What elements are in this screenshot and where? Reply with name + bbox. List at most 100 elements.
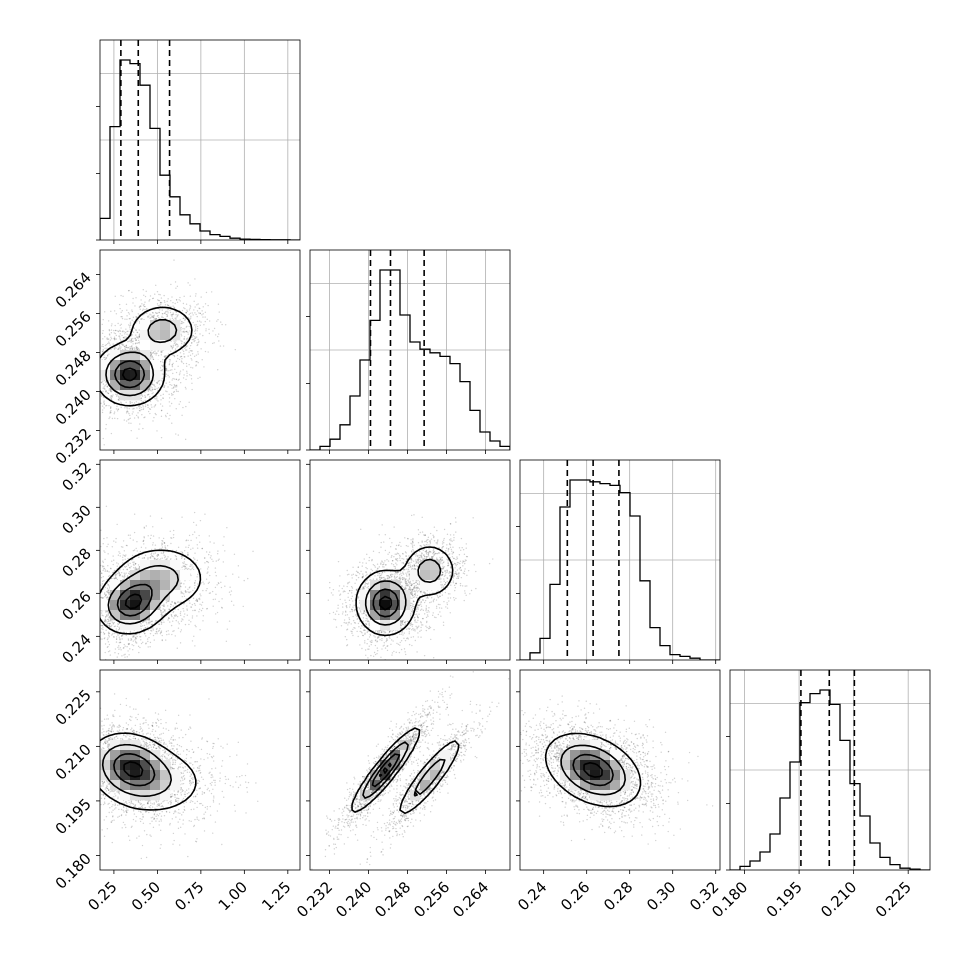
scatter-point: [180, 335, 183, 337]
scatter-point: [127, 347, 129, 349]
scatter-point: [124, 333, 126, 335]
scatter-point: [198, 320, 201, 322]
scatter-point: [196, 600, 198, 602]
scatter-point: [170, 604, 172, 606]
scatter-point: [132, 550, 135, 552]
scatter-point: [208, 535, 211, 537]
scatter-point: [163, 611, 165, 613]
scatter-point: [165, 313, 168, 316]
scatter-point: [144, 396, 147, 398]
scatter-point: [180, 320, 183, 323]
scatter-point: [103, 444, 105, 446]
scatter-point: [117, 623, 119, 625]
scatter-point: [144, 301, 146, 303]
scatter-point: [161, 316, 163, 319]
density-cell: [130, 570, 141, 581]
scatter-point: [118, 648, 120, 650]
scatter-point: [124, 566, 127, 568]
scatter-point: [108, 571, 110, 573]
scatter-point: [163, 386, 165, 388]
scatter-point: [102, 437, 104, 440]
scatter-point: [194, 336, 196, 338]
scatter-point: [202, 581, 204, 583]
scatter-point: [162, 393, 164, 396]
scatter-point: [172, 605, 174, 607]
scatter-point: [127, 324, 130, 326]
density-cell: [140, 350, 151, 361]
scatter-point: [107, 342, 109, 345]
scatter-point: [185, 567, 188, 569]
scatter-point: [108, 417, 110, 420]
scatter-point: [132, 563, 135, 566]
scatter-point: [137, 405, 140, 408]
scatter-point: [109, 407, 112, 410]
scatter-point: [160, 609, 162, 612]
scatter-point: [187, 552, 189, 554]
scatter-point: [120, 635, 123, 637]
scatter-point: [164, 555, 166, 557]
scatter-point: [192, 568, 195, 571]
scatter-point: [136, 568, 139, 571]
scatter-point: [161, 615, 164, 617]
scatter-point: [173, 630, 175, 632]
scatter-point: [154, 552, 157, 554]
scatter-point: [133, 513, 136, 515]
scatter-point: [108, 329, 111, 331]
scatter-point: [109, 654, 112, 656]
scatter-point: [124, 573, 126, 576]
scatter-point: [189, 284, 191, 286]
scatter-point: [176, 315, 179, 317]
scatter-point: [187, 553, 189, 555]
scatter-point: [117, 629, 120, 631]
scatter-point: [125, 346, 128, 348]
density-cell: [180, 570, 191, 581]
scatter-point: [184, 307, 186, 310]
scatter-point: [184, 349, 187, 351]
scatter-point: [177, 390, 179, 393]
scatter-point: [199, 593, 201, 595]
scatter-point: [163, 294, 165, 297]
scatter-point: [216, 611, 219, 614]
scatter-point: [151, 297, 154, 300]
scatter-point: [171, 394, 173, 396]
scatter-point: [174, 602, 176, 605]
scatter-point: [173, 354, 176, 357]
scatter-point: [180, 590, 182, 593]
scatter-point: [129, 631, 131, 634]
scatter-point: [188, 544, 190, 546]
scatter-point: [134, 633, 137, 636]
scatter-point: [135, 316, 137, 318]
scatter-point: [157, 630, 160, 632]
scatter-point: [207, 304, 209, 307]
scatter-point: [142, 304, 145, 306]
scatter-point: [146, 623, 148, 625]
scatter-point: [204, 557, 206, 559]
scatter-point: [129, 414, 131, 417]
scatter-point: [152, 542, 154, 544]
scatter-point: [125, 420, 128, 422]
scatter-point: [110, 336, 112, 338]
scatter-point: [102, 569, 104, 572]
scatter-point: [163, 542, 166, 544]
scatter-point: [125, 554, 127, 556]
scatter-point: [115, 638, 118, 641]
scatter-point: [139, 646, 141, 649]
scatter-point: [118, 335, 120, 337]
scatter-point: [144, 295, 147, 298]
scatter-point: [172, 529, 175, 532]
contour-line: [100, 549, 202, 635]
scatter-point: [145, 525, 148, 527]
scatter-point: [172, 372, 174, 375]
scatter-point: [120, 401, 122, 403]
scatter-point: [132, 302, 134, 304]
scatter-point: [154, 293, 156, 295]
scatter-point: [161, 309, 163, 311]
scatter-point: [151, 620, 153, 623]
scatter-point: [172, 393, 174, 396]
scatter-point: [210, 291, 213, 293]
scatter-point: [163, 355, 166, 358]
scatter-point: [129, 328, 131, 331]
scatter-point: [138, 568, 141, 570]
scatter-point: [180, 555, 183, 558]
scatter-point: [173, 307, 176, 309]
